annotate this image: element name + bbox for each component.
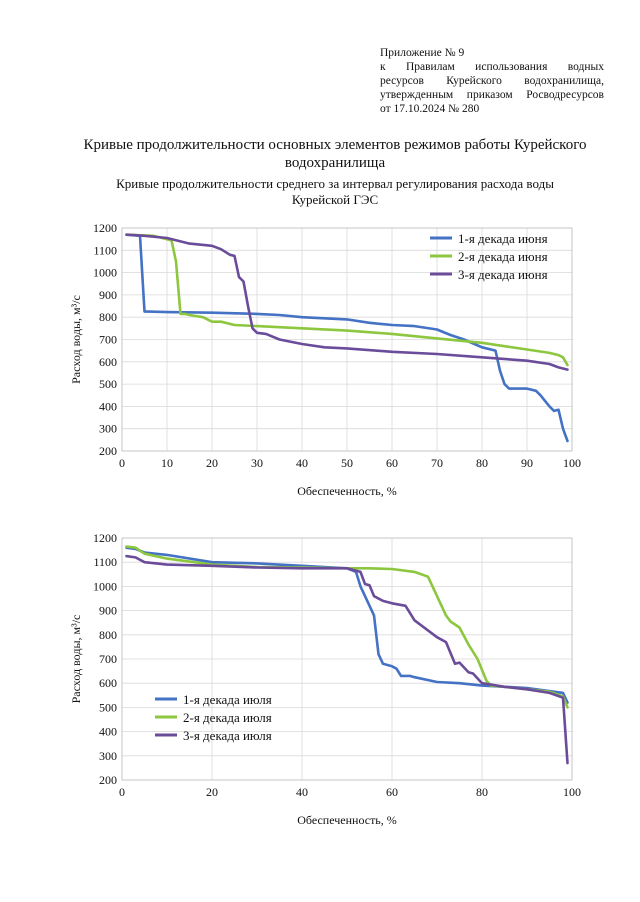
y-tick-label: 1000 <box>93 579 117 593</box>
series-line <box>125 233 569 443</box>
y-tick-label: 600 <box>99 355 117 369</box>
y-axis-label: Расход воды, м³/с <box>69 295 83 384</box>
y-tick-label: 300 <box>99 749 117 763</box>
x-axis-label: Обеспеченность, % <box>297 813 397 827</box>
appendix-note: Приложение № 9 к Правилам использования … <box>380 46 604 116</box>
legend-label: 3-я декада июля <box>183 728 272 743</box>
x-tick-label: 40 <box>296 785 308 799</box>
legend-label: 2-я декада июля <box>183 710 272 725</box>
appendix-line: от 17.10.2024 № 280 <box>380 103 480 115</box>
x-tick-label: 60 <box>386 456 398 470</box>
y-tick-label: 800 <box>99 310 117 324</box>
subtitle-line: Курейской ГЭС <box>291 192 379 207</box>
appendix-line: к Правилам использования водных <box>380 61 604 73</box>
x-tick-label: 40 <box>296 456 308 470</box>
x-tick-label: 100 <box>563 785 581 799</box>
y-tick-label: 1200 <box>93 531 117 545</box>
y-tick-label: 1000 <box>93 266 117 280</box>
x-tick-label: 100 <box>563 456 581 470</box>
plot-area <box>121 227 573 452</box>
subtitle-line: Кривые продолжительности среднего за инт… <box>116 176 554 191</box>
x-tick-label: 60 <box>386 785 398 799</box>
series-line <box>125 233 569 367</box>
y-tick-label: 400 <box>99 399 117 413</box>
plot-area <box>121 537 573 781</box>
y-tick-label: 200 <box>99 444 117 458</box>
x-tick-label: 30 <box>251 456 263 470</box>
y-tick-label: 900 <box>99 604 117 618</box>
series-line <box>125 554 569 765</box>
page-title: Кривые продолжительности основных элемен… <box>60 136 610 172</box>
page-title-line: водохранилища <box>284 155 386 171</box>
page-title-line: Кривые продолжительности основных элемен… <box>83 137 587 153</box>
chart-june: 200 300 400 500 600 700 800 900 1000 1100 1200 0 10 2… <box>69 221 581 498</box>
x-tick-label: 90 <box>521 456 533 470</box>
y-tick-label: 1100 <box>93 243 117 257</box>
x-tick-label: 50 <box>341 456 353 470</box>
x-tick-label: 80 <box>476 785 488 799</box>
y-axis-label: Расход воды, м³/с <box>69 615 83 704</box>
legend-label: 1-я декада июля <box>183 692 272 707</box>
legend-label: 1-я декада июня <box>458 231 548 246</box>
appendix-line: утвержденным приказом Росводресурсов <box>380 89 604 101</box>
x-tick-label: 70 <box>431 456 443 470</box>
y-tick-label: 700 <box>99 333 117 347</box>
y-tick-label: 500 <box>99 700 117 714</box>
series-line <box>125 233 569 371</box>
section-subtitle: Кривые продолжительности среднего за инт… <box>60 176 610 208</box>
x-tick-label: 20 <box>206 456 218 470</box>
y-tick-label: 900 <box>99 288 117 302</box>
x-tick-label: 20 <box>206 785 218 799</box>
chart-july: 200 300 400 500 600 700 800 900 1000 1100 1200 0 20 4… <box>69 531 581 827</box>
legend-label: 2-я декада июня <box>458 249 548 264</box>
y-tick-label: 1200 <box>93 221 117 235</box>
y-tick-label: 700 <box>99 652 117 666</box>
x-tick-label: 0 <box>119 456 125 470</box>
x-tick-label: 0 <box>119 785 125 799</box>
y-tick-label: 800 <box>99 628 117 642</box>
y-tick-label: 600 <box>99 676 117 690</box>
appendix-line: ресурсов Курейского водохранилища, <box>380 75 604 87</box>
x-tick-label: 80 <box>476 456 488 470</box>
y-tick-label: 1100 <box>93 555 117 569</box>
series-line <box>125 546 569 704</box>
y-tick-label: 200 <box>99 773 117 787</box>
appendix-line: Приложение № 9 <box>380 47 465 59</box>
y-tick-label: 300 <box>99 422 117 436</box>
x-tick-label: 10 <box>161 456 173 470</box>
x-axis-label: Обеспеченность, % <box>297 484 397 498</box>
y-tick-label: 500 <box>99 377 117 391</box>
legend-label: 3-я декада июня <box>458 267 548 282</box>
y-tick-label: 400 <box>99 725 117 739</box>
